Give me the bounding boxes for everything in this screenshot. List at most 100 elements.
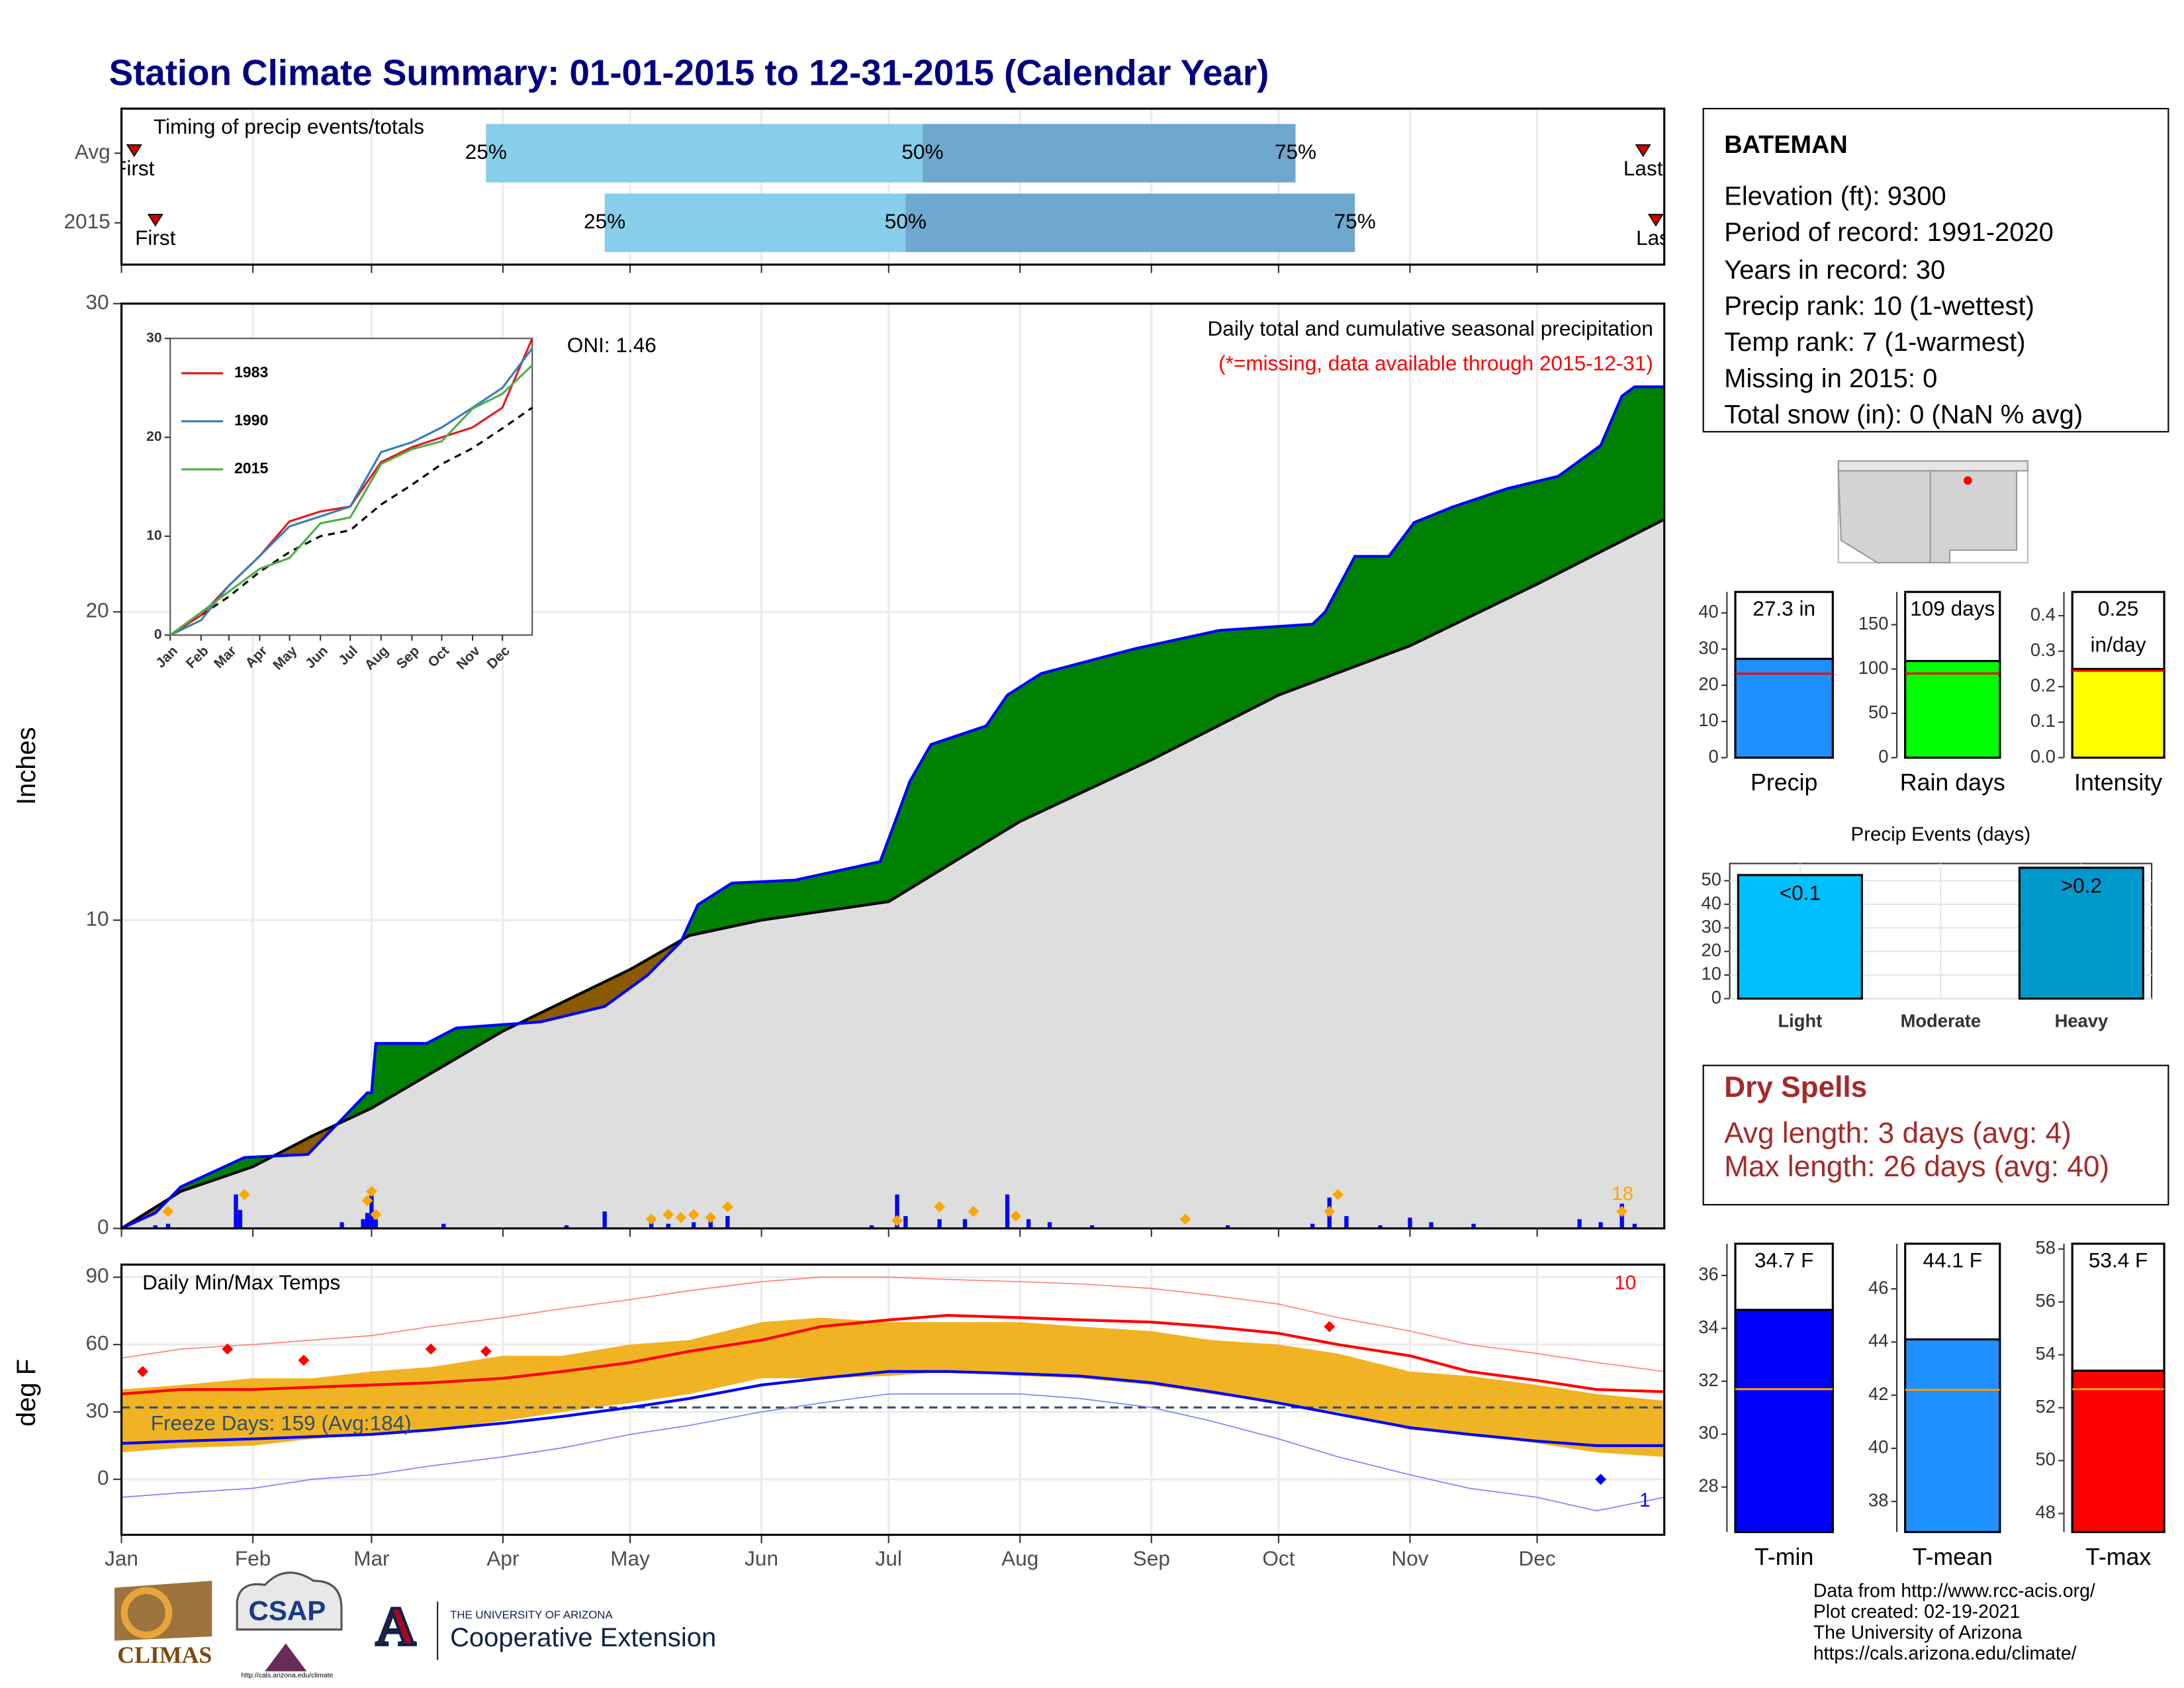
bar: [1734, 1309, 1834, 1533]
station-box: [1702, 108, 2169, 433]
daily-bar: [1089, 1225, 1095, 1229]
daily-bar: [1408, 1217, 1412, 1229]
plot-border: [120, 303, 1666, 1230]
station-dot: [1964, 476, 1972, 485]
record-diamond: [480, 1345, 492, 1357]
chart-title: Daily Min/Max Temps: [142, 1270, 340, 1294]
event-diamond: [1616, 1205, 1628, 1217]
event-diamond: [891, 1215, 903, 1227]
y-tick-label: 58: [2036, 1237, 2056, 1258]
map-state: [1929, 470, 2018, 564]
x-tick-label: Oct: [1262, 1546, 1295, 1570]
value-label: 53.4 F: [2089, 1248, 2148, 1272]
range-bar: [922, 124, 1296, 183]
daily-range-band: [121, 1317, 1664, 1457]
category-label: Intensity: [2074, 769, 2162, 796]
daily-bar: [725, 1216, 730, 1229]
quartile-label: 25%: [584, 209, 625, 233]
y-tick-label: 0: [1878, 746, 1888, 767]
category-label: T-min: [1754, 1544, 1813, 1570]
inset-y-tick-label: 10: [146, 528, 161, 543]
x-tick-label: Dec: [1519, 1546, 1556, 1570]
quartile-label: 75%: [1275, 140, 1316, 164]
category-label: Heavy: [2055, 1011, 2109, 1031]
x-tick-label: Aug: [1001, 1546, 1038, 1570]
station-line: Period of record: 1991-2020: [1724, 218, 2054, 247]
inset-y-tick-label: 0: [154, 627, 162, 642]
row-label: Avg: [75, 140, 111, 164]
y-tick-label: 0.2: [2030, 675, 2056, 696]
value-label: 27.3 in: [1752, 596, 1815, 620]
freeze-annotation: Freeze Days: 159 (Avg:184): [151, 1411, 412, 1435]
y-tick-label: 0: [1709, 746, 1719, 767]
locator-map: [1837, 460, 2028, 564]
climas-logo: [114, 1580, 212, 1641]
plot-border: [120, 1263, 1666, 1536]
precip-areas: [121, 385, 1664, 1229]
station-line: Missing in 2015: 0: [1724, 364, 1937, 393]
coop-text: Cooperative Extension: [450, 1623, 716, 1652]
event-label: First: [135, 226, 176, 250]
category-label: Precip: [1751, 769, 1817, 796]
daily-bar: [153, 1225, 158, 1229]
y-tick-label: 30: [86, 1398, 109, 1422]
y-tick-label: 90: [86, 1264, 109, 1288]
station-line: Elevation (ft): 9300: [1724, 181, 1946, 211]
daily-bar: [564, 1225, 569, 1229]
quartile-label: 50%: [885, 209, 927, 233]
footer-line: The University of Arizona: [1813, 1622, 2023, 1643]
event-diamond: [1324, 1205, 1336, 1217]
bar-label: >0.2: [2061, 874, 2102, 898]
category-label: Rain days: [1900, 769, 2005, 796]
y-tick-label: 10: [86, 906, 109, 930]
csap-mountain: [265, 1643, 307, 1671]
y-tick-label: 0: [97, 1215, 109, 1239]
y-tick-label: 38: [1868, 1489, 1888, 1510]
event-marker: [1635, 144, 1651, 158]
daily-bar: [365, 1213, 370, 1229]
daily-bar: [441, 1223, 446, 1229]
y-tick-label: 40: [1698, 601, 1718, 622]
ua-letter: A: [376, 1596, 416, 1658]
category-label: T-mean: [1913, 1544, 1993, 1570]
daily-bar: [340, 1222, 344, 1229]
event-diamond: [1010, 1210, 1022, 1222]
legend-label: 1990: [234, 412, 268, 429]
climas-text: CLIMAS: [117, 1642, 212, 1668]
y-tick-label: 0.4: [2030, 604, 2056, 624]
daily-bar: [1310, 1223, 1315, 1229]
quartile-label: 25%: [465, 140, 507, 164]
daily-bar: [602, 1211, 607, 1229]
x-tick-label: Jan: [105, 1546, 138, 1570]
inset-y-tick-label: 30: [146, 330, 161, 346]
event-diamond: [645, 1213, 657, 1225]
y-tick-label: 34: [1698, 1317, 1718, 1337]
daily-bar: [666, 1223, 670, 1229]
timing-rows: 25% 50% 75% First Last 25% 50% 75% First Last: [114, 124, 1664, 252]
daily-bar: [1378, 1225, 1383, 1229]
event-diamond: [662, 1209, 674, 1221]
y-tick-label: 20: [86, 598, 109, 622]
event-label: First: [114, 156, 155, 180]
y-tick-label: 0: [97, 1466, 109, 1489]
csap-url: http://cals.arizona.edu/climate: [241, 1671, 333, 1679]
bar: [1904, 660, 2001, 759]
value-unit: in/day: [2091, 633, 2146, 657]
y-tick-label: 30: [86, 290, 109, 314]
category-label: Moderate: [1901, 1011, 1981, 1031]
bar: [1734, 657, 1834, 759]
station-line: Total snow (in): 0 (NaN % avg): [1724, 400, 2083, 430]
normal-min-line: [121, 1370, 1664, 1447]
x-tick-label: Mar: [353, 1546, 389, 1570]
y-tick-label: 46: [1868, 1277, 1888, 1297]
event-marker: [1647, 214, 1664, 227]
daily-bar: [361, 1219, 365, 1229]
station-line: Precip rank: 10 (1-wettest): [1724, 292, 2034, 321]
footer-line: Plot created: 02-19-2021: [1813, 1601, 2021, 1622]
category-label: T-max: [2085, 1544, 2151, 1570]
dry-spells-line: Avg length: 3 days (avg: 4): [1724, 1117, 2071, 1149]
x-tick-label: Jun: [745, 1546, 778, 1570]
chart-subtitle: (*=missing, data available through 2015-…: [1218, 352, 1653, 375]
record-diamond: [1595, 1474, 1607, 1485]
